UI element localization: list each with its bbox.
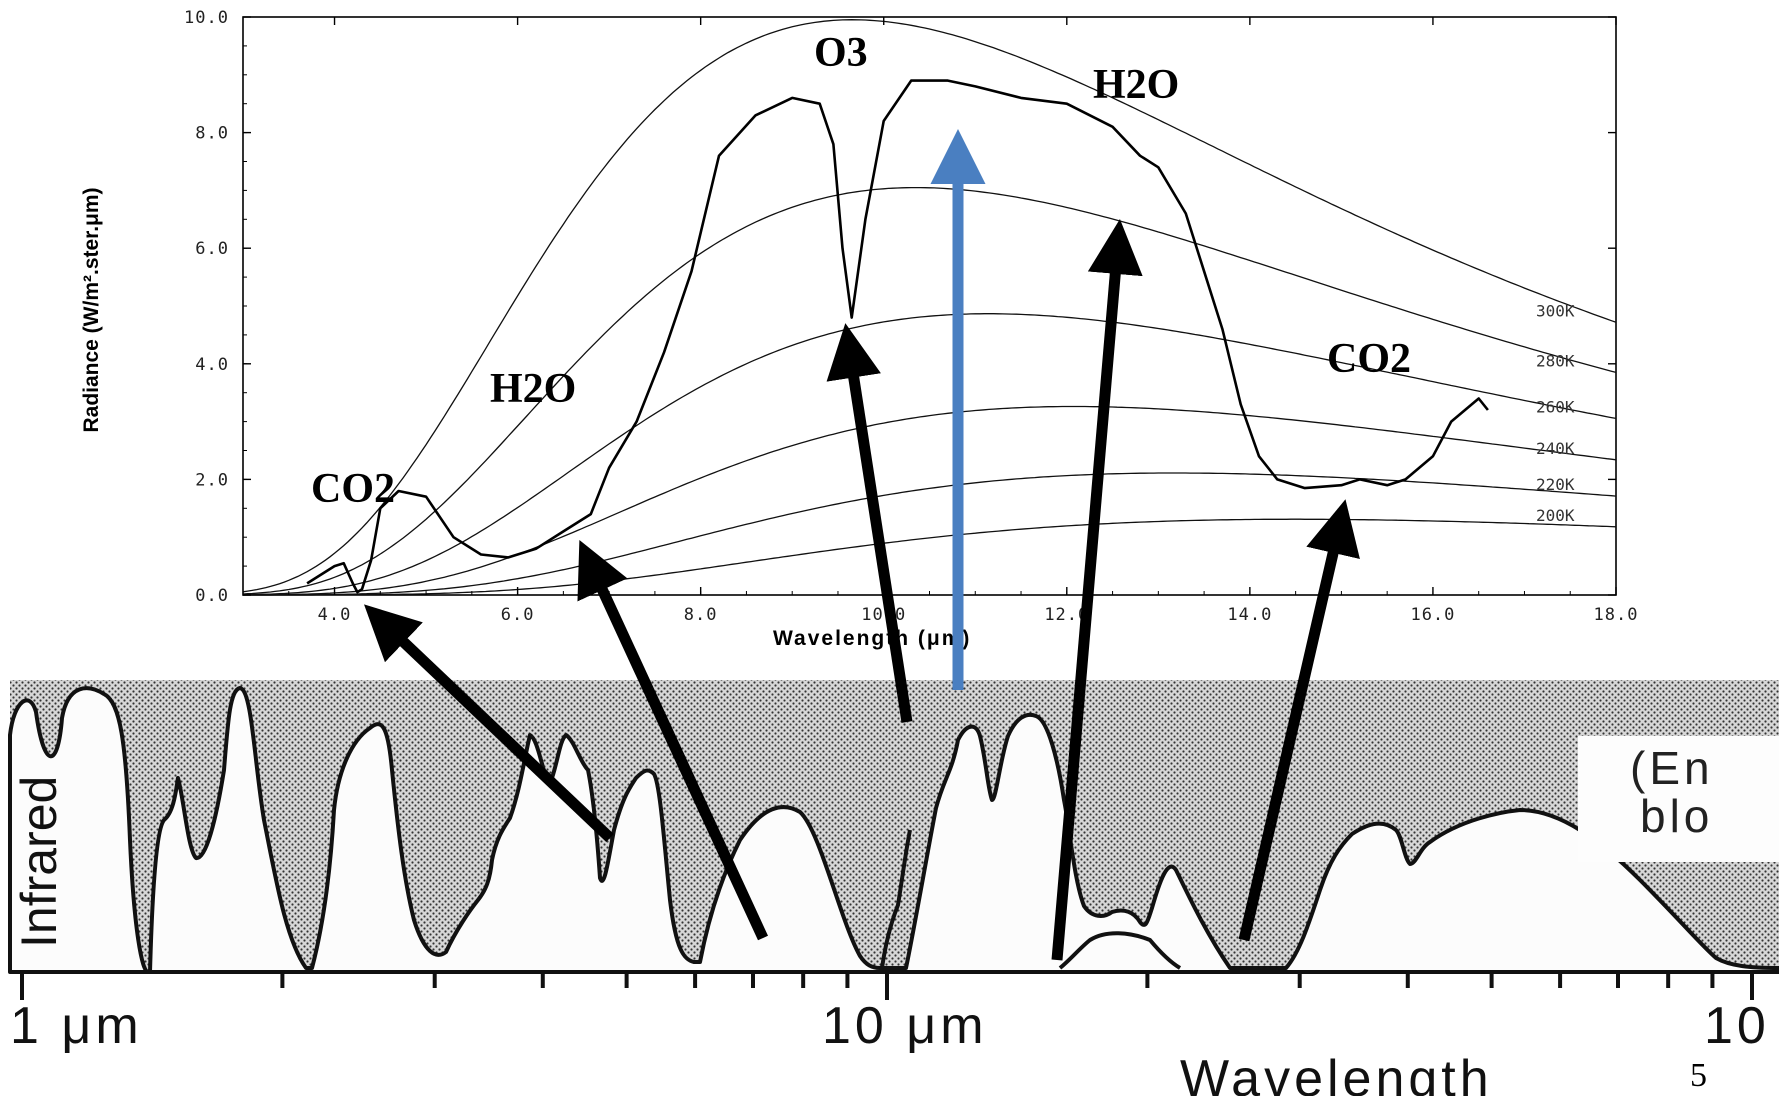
lower-xtick-label-1um: 1 μm — [10, 997, 143, 1055]
temp-label-280K: 280K — [1536, 351, 1575, 370]
x-tick-label: 4.0 — [318, 605, 352, 625]
upper-x-axis-title: Wavelength (μm) — [773, 627, 971, 650]
x-tick-label: 6.0 — [501, 605, 535, 625]
measured-spectrum — [306, 79, 1489, 594]
temp-label-220K: 220K — [1536, 475, 1575, 494]
arrow-o3 — [826, 323, 913, 723]
annotation-co2-left: CO2 — [311, 466, 395, 512]
x-tick-label: 8.0 — [684, 605, 718, 625]
x-tick-label: 14.0 — [1227, 605, 1272, 625]
annotation-h2o-right: H2O — [1093, 62, 1179, 108]
x-tick-label: 12.0 — [1044, 605, 1089, 625]
spectrum-line — [306, 79, 1489, 594]
annotation-co2-right: CO2 — [1327, 336, 1411, 382]
annotation-h2o-left: H2O — [490, 366, 576, 412]
upper-radiance-chart: 300K 280K 260K 240K 220K 200K 4.0 6.0 8.0 10.0 12… — [80, 8, 1639, 650]
y-tick-label: 8.0 — [195, 124, 229, 144]
box-label-line-1: (En — [1630, 742, 1714, 794]
lower-x-axis-title: Wavelength — [1180, 1050, 1493, 1096]
y-tick-label: 10.0 — [184, 8, 229, 28]
x-tick-label: 18.0 — [1594, 605, 1639, 625]
blackbody-curve-260K — [243, 313, 1617, 596]
transmission-window-area — [8, 686, 1779, 974]
lower-x-ticks — [20, 972, 1754, 1000]
lower-xtick-label-100um: 10 — [1704, 997, 1770, 1055]
arrow-co2-4um — [364, 604, 614, 842]
temp-label-300K: 300K — [1536, 301, 1575, 320]
blackbody-curve-220K — [243, 472, 1617, 596]
connecting-arrows — [364, 129, 1360, 961]
extra-window-spikes — [880, 829, 1182, 970]
x-tick-label: 16.0 — [1410, 605, 1455, 625]
temp-label-200K: 200K — [1536, 506, 1575, 525]
y-tick-label: 6.0 — [195, 239, 229, 259]
temp-label-240K: 240K — [1536, 439, 1575, 458]
arrow-co2-15um — [1238, 499, 1360, 942]
lower-xtick-label-10um: 10 μm — [822, 997, 988, 1055]
upper-y-axis-title: Radiance (W/m².ster.μm) — [80, 187, 103, 432]
page-number: 5 — [1690, 1057, 1707, 1094]
blackbody-curves — [242, 19, 1617, 596]
infrared-label: Infrared — [11, 776, 67, 948]
arrow-h2o-12um — [1051, 219, 1143, 961]
blackbody-curve-240K — [243, 405, 1617, 596]
blackbody-curve-280K — [242, 186, 1617, 595]
y-tick-label: 2.0 — [195, 470, 229, 490]
x-tick-label: 10.0 — [861, 605, 906, 625]
box-label-line-2: blo — [1640, 790, 1713, 842]
annotation-o3: O3 — [814, 30, 868, 76]
plot-frame — [242, 16, 1617, 596]
arrow-h2o-6um — [577, 540, 768, 941]
temp-label-260K: 260K — [1536, 397, 1575, 416]
lower-transmission-chart: (En blo 1 μm 10 μm 10 Wavelength Infrare… — [8, 680, 1779, 1096]
y-tick-label: 4.0 — [195, 355, 229, 375]
blackbody-temperature-labels: 300K 280K 260K 240K 220K 200K — [1536, 301, 1575, 525]
upper-y-ticks: 0.0 2.0 4.0 6.0 8.0 10.0 — [184, 8, 1616, 606]
box-label-background — [1578, 736, 1779, 862]
y-tick-label: 0.0 — [195, 586, 229, 606]
blackbody-curve-300K — [242, 19, 1617, 593]
